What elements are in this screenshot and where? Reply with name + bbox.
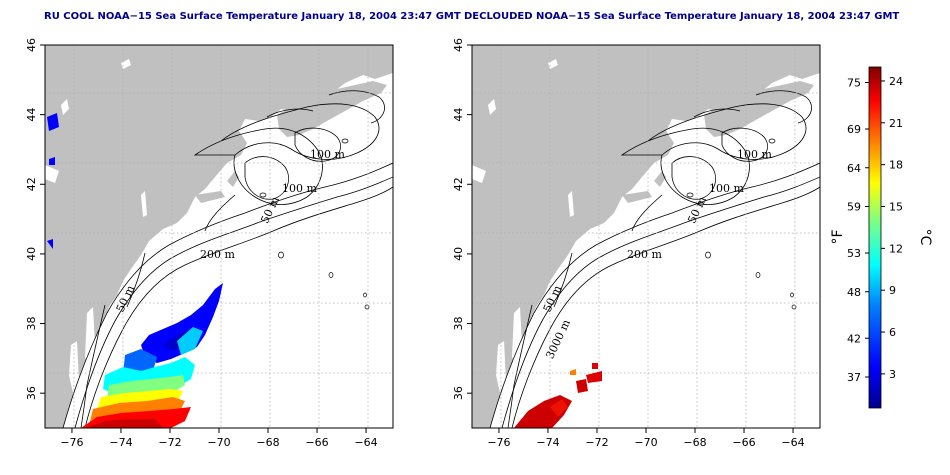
sst-field-declouded [514,363,602,428]
left-panel-title: RU COOL NOAA−15 Sea Surface Temperature … [44,11,461,22]
y-tick-label: 38 [452,317,465,331]
x-tick-label: −68 [256,436,279,449]
contour-label: 100 m [310,148,345,161]
contour-label: 100 m [282,182,317,195]
sst-field-raw [47,113,223,428]
colorbar-f-label: 48 [847,286,861,299]
colorbar-f-label: 53 [847,247,861,260]
colorbar-c-label: 24 [889,75,903,88]
colorbar-f-label: 42 [847,332,861,345]
contour-label: 100 m [737,148,772,161]
x-tick-label: −74 [536,436,559,449]
colorbar-f-label: 59 [847,201,861,214]
colorbar-c-label: 12 [889,242,903,255]
x-tick-label: −70 [634,436,657,449]
x-tick-label: −74 [109,436,132,449]
colorbar: 75 69 64 59 53 48 42 37 24 21 18 15 12 9 6 3 °F °C [830,66,933,409]
colorbar-c-label: 15 [889,201,903,214]
x-tick-label: −72 [585,436,608,449]
x-tick-label: −76 [487,436,510,449]
y-tick-label: 36 [452,386,465,400]
y-tick-label: 46 [25,38,38,52]
y-tick-label: 42 [25,177,38,191]
x-tick-label: −64 [354,436,377,449]
x-tick-label: −68 [683,436,706,449]
y-tick-label: 46 [452,38,465,52]
x-tick-label: −70 [207,436,230,449]
fahrenheit-label: °F [830,229,846,244]
contour-label: 200 m [200,248,235,261]
contour-label: 100 m [709,182,744,195]
colorbar-c-label: 6 [889,326,896,339]
colorbar-c-label: 21 [889,117,903,130]
celsius-label: °C [917,229,933,246]
contour-label: 200 m [627,248,662,261]
x-tick-label: −66 [732,436,755,449]
y-tick-label: 38 [25,317,38,331]
y-tick-label: 44 [452,108,465,122]
x-tick-label: −64 [781,436,804,449]
y-tick-label: 42 [452,177,465,191]
colorbar-f-label: 75 [847,77,861,90]
right-panel-title: DECLOUDED NOAA−15 Sea Surface Temperatur… [464,11,900,22]
y-tick-label: 44 [25,108,38,122]
y-tick-label: 40 [25,247,38,261]
colorbar-c-label: 3 [889,368,896,381]
x-tick-label: −76 [60,436,83,449]
colorbar-f-label: 69 [847,123,861,136]
x-tick-label: −72 [158,436,181,449]
y-tick-label: 36 [25,386,38,400]
y-tick-label: 40 [452,247,465,261]
colorbar-f-label: 64 [847,162,861,175]
colorbar-f-label: 37 [847,371,861,384]
colorbar-c-label: 9 [889,284,896,297]
x-tick-label: −66 [305,436,328,449]
colorbar-bar [868,66,882,409]
colorbar-c-label: 18 [889,159,903,172]
